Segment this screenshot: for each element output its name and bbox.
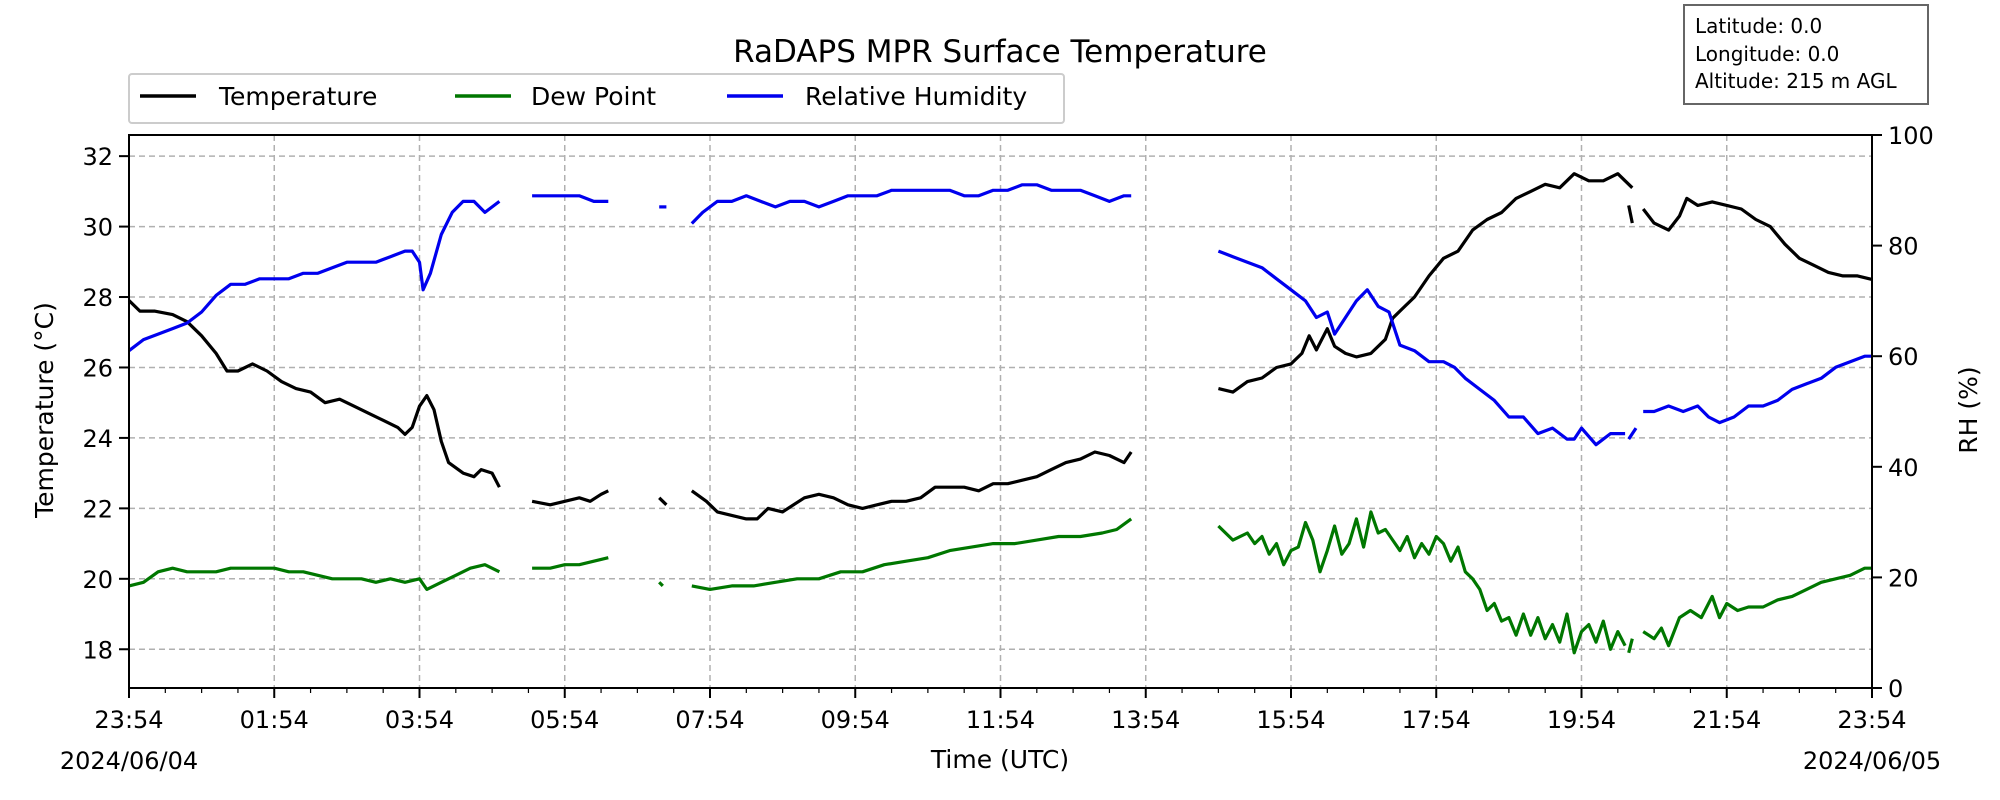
legend-label-dew-point: Dew Point xyxy=(531,82,656,111)
y-left-tick-label: 22 xyxy=(82,495,113,523)
y-right-tick-label: 0 xyxy=(1888,675,1903,703)
chart-title: RaDAPS MPR Surface Temperature xyxy=(733,34,1267,70)
y-right-tick-label: 80 xyxy=(1888,233,1919,261)
plot-frame xyxy=(128,134,1873,689)
series-line-segment xyxy=(1218,172,1634,394)
series-line-segment xyxy=(1217,510,1627,655)
series-line-segment xyxy=(532,194,609,203)
info-box-frame xyxy=(1683,4,1929,105)
info-longitude: Longitude: 0.0 xyxy=(1695,42,1839,66)
y-left-tick-label: 28 xyxy=(82,284,113,312)
series-line-segment xyxy=(1627,427,1638,440)
legend-frame xyxy=(128,73,1065,124)
series-line-segment xyxy=(1642,566,1872,648)
series-line-segment xyxy=(658,496,668,506)
x-tick-label: 01:54 xyxy=(240,706,309,734)
x-tick-label: 17:54 xyxy=(1402,706,1471,734)
legend: Temperature Dew Point Relative Humidity xyxy=(128,73,1065,124)
series-relative-humidity xyxy=(128,183,1872,447)
x-tick-label: 13:54 xyxy=(1111,706,1180,734)
series-line-segment xyxy=(128,199,501,352)
x-axis-title: Time (UTC) xyxy=(930,745,1069,774)
series-line-segment xyxy=(690,183,1132,225)
x-tick-label: 09:54 xyxy=(821,706,890,734)
series-line-segment xyxy=(1217,249,1626,447)
location-info-box: Latitude: 0.0 Longitude: 0.0 Altitude: 2… xyxy=(1683,4,1929,105)
series-line-segment xyxy=(690,450,1133,521)
x-tick-label: 23:54 xyxy=(94,706,163,734)
x-tick-label: 19:54 xyxy=(1547,706,1616,734)
series-line-segment xyxy=(1627,638,1634,654)
info-latitude: Latitude: 0.0 xyxy=(1695,14,1822,38)
y-left-tick-label: 24 xyxy=(82,425,113,453)
x-tick-label: 21:54 xyxy=(1692,706,1761,734)
legend-label-temperature: Temperature xyxy=(218,82,377,111)
series-line-segment xyxy=(127,299,501,488)
y-left-tick-label: 30 xyxy=(82,214,113,242)
x-tick-label: 23:54 xyxy=(1837,706,1906,734)
x-tick-label: 03:54 xyxy=(385,706,454,734)
series-dew-point xyxy=(128,510,1872,655)
y-left-tick-label: 32 xyxy=(82,143,113,171)
series-line-segment xyxy=(691,517,1133,592)
series-line-segment xyxy=(1643,354,1872,425)
y-axis-title-left: Temperature (°C) xyxy=(30,302,59,519)
legend-label-relative-humidity: Relative Humidity xyxy=(805,82,1027,111)
y-right-tick-label: 100 xyxy=(1888,122,1934,150)
series-line-segment xyxy=(532,556,609,570)
plot-series xyxy=(127,172,1873,655)
x-tick-label: 15:54 xyxy=(1256,706,1325,734)
date-end-label: 2024/06/05 xyxy=(1803,747,1941,775)
series-line-segment xyxy=(531,489,609,507)
y-left-tick-label: 20 xyxy=(82,566,113,594)
series-line-segment xyxy=(658,581,664,588)
grid xyxy=(129,135,1872,688)
y-left-tick-label: 26 xyxy=(82,354,113,382)
x-tick-label: 07:54 xyxy=(675,706,744,734)
y-right-tick-label: 60 xyxy=(1888,343,1919,371)
series-temperature xyxy=(127,172,1873,521)
axes: 23:54 01:54 03:54 05:54 07:54 09:54 11:54 13:54… xyxy=(82,122,1933,734)
y-axis-title-right: RH (%) xyxy=(1954,366,1983,453)
series-line-segment xyxy=(128,563,501,592)
info-altitude: Altitude: 215 m AGL xyxy=(1695,69,1897,93)
y-right-tick-label: 20 xyxy=(1888,564,1919,592)
y-left-tick-label: 18 xyxy=(82,636,113,664)
y-right-tick-label: 40 xyxy=(1888,454,1919,482)
series-line-segment xyxy=(1641,196,1873,281)
x-tick-label: 11:54 xyxy=(966,706,1035,734)
date-start-label: 2024/06/04 xyxy=(60,747,198,775)
x-tick-label: 05:54 xyxy=(530,706,599,734)
series-line-segment xyxy=(1627,205,1634,224)
